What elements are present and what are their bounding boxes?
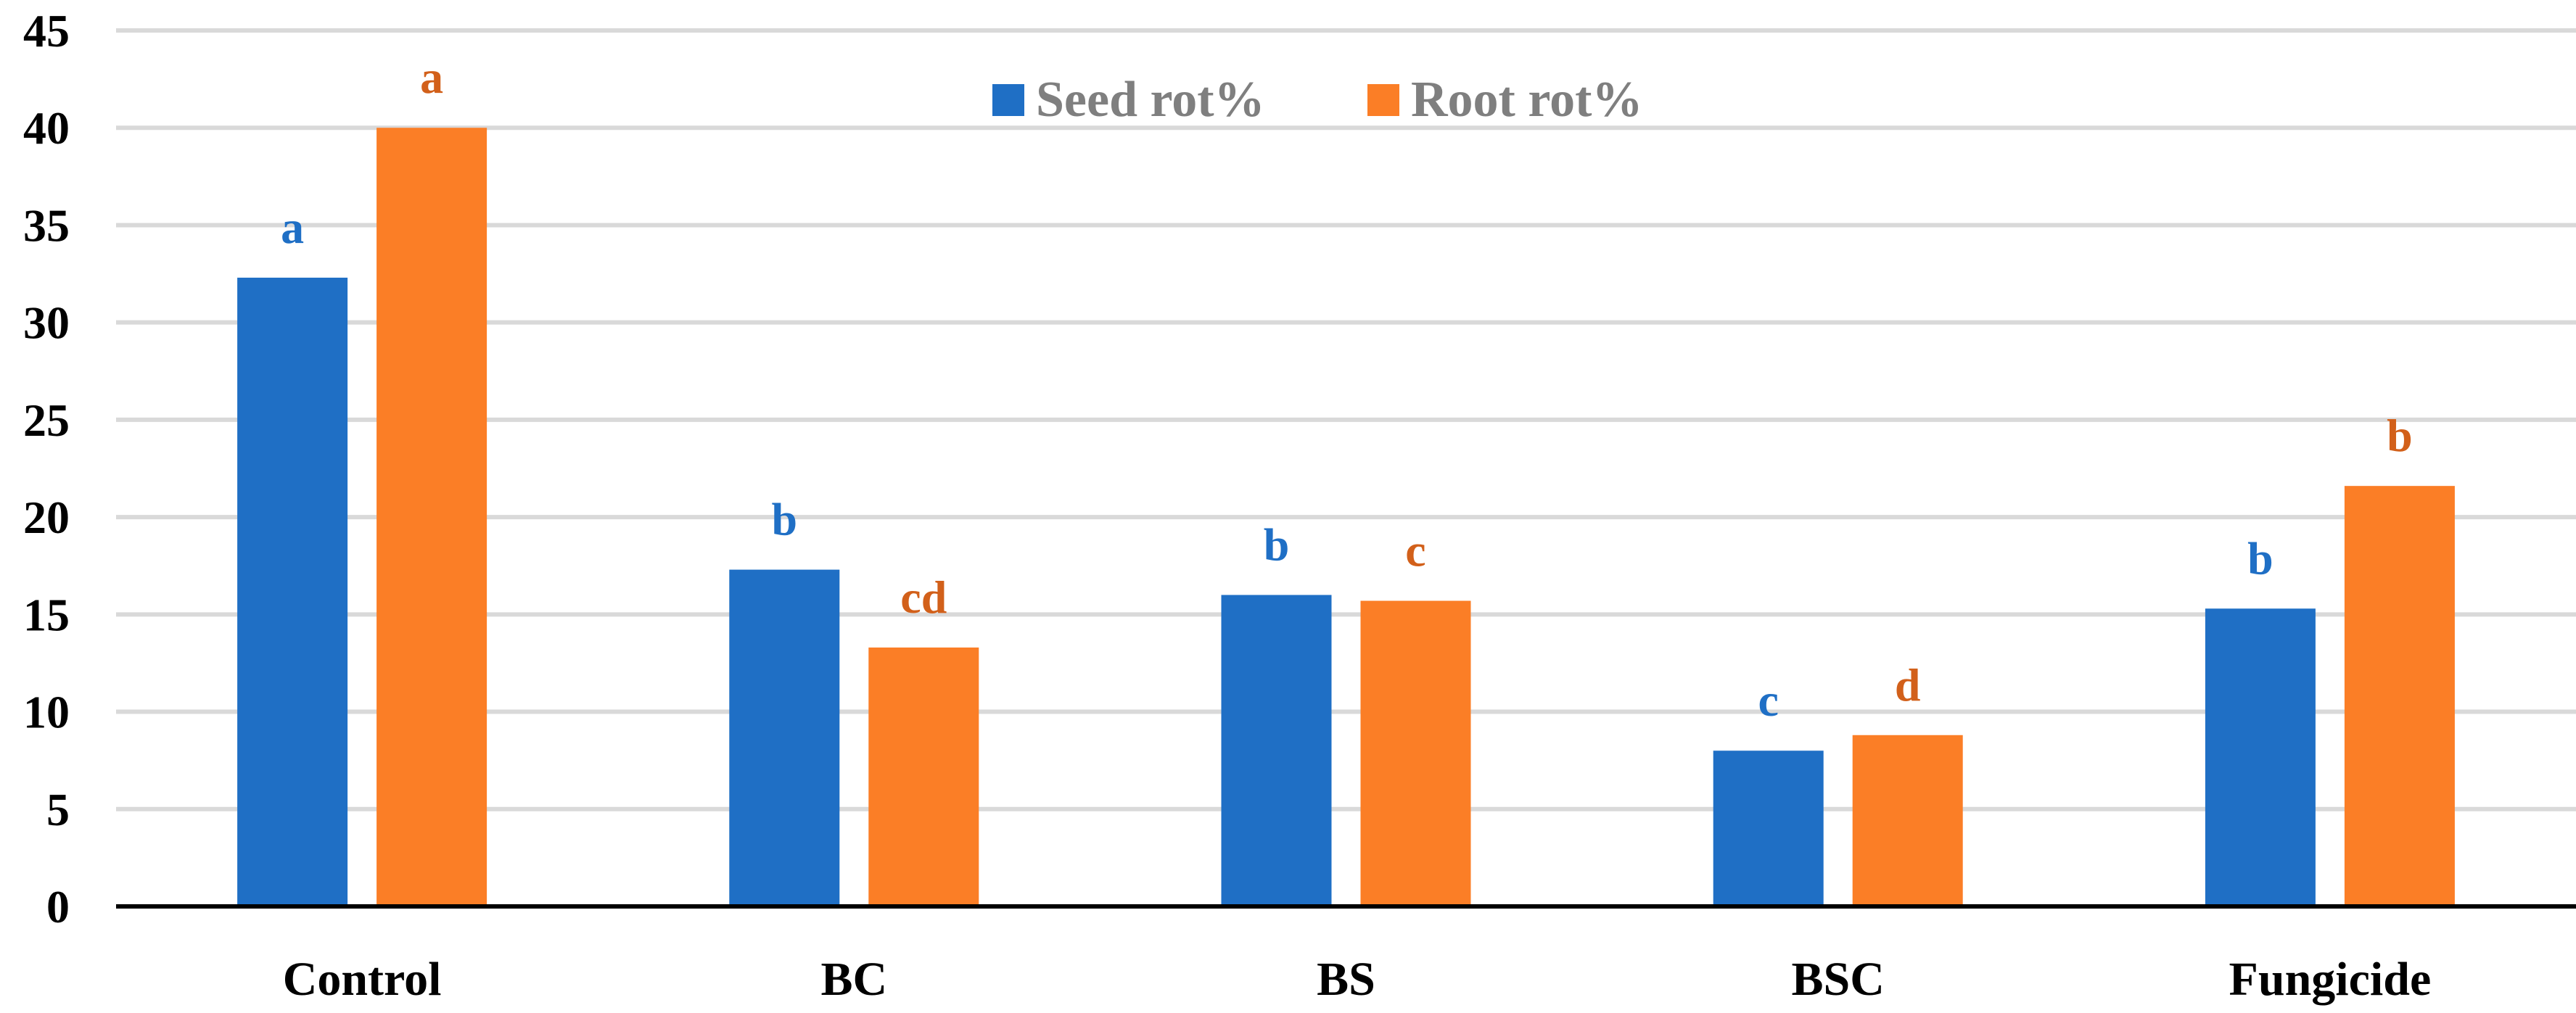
significance-label: c [1758,674,1778,726]
category-label: Fungicide [2229,953,2432,1006]
significance-label: cd [900,571,947,623]
y-tick-label: 5 [46,784,70,835]
significance-label: a [420,51,443,103]
legend-label: Root rot% [1411,72,1642,128]
significance-label: b [2387,410,2413,461]
significance-label: b [1264,518,1290,570]
bar-root-rot-bc [868,647,979,906]
bar-seed-rot-bc [729,569,840,906]
y-tick-label: 10 [23,687,70,738]
bar-seed-rot-bsc [1713,751,1824,906]
y-axis-ticks: 0 5 10 15 20 25 30 35 40 45 [23,5,70,933]
significance-label: a [281,202,304,253]
y-tick-label: 20 [23,492,70,543]
y-tick-label: 0 [46,881,70,933]
legend-swatch [992,84,1024,116]
significance-label: d [1895,659,1921,711]
y-tick-label: 40 [23,102,70,154]
y-tick-label: 25 [23,394,70,446]
category-label: BS [1317,953,1375,1006]
y-tick-label: 15 [23,589,70,640]
significance-label: b [772,494,798,545]
category-label: Control [283,953,442,1006]
gridlines [116,28,2576,811]
bar-seed-rot-control [237,277,348,906]
legend-label: Seed rot% [1036,72,1265,128]
legend-swatch [1367,84,1399,116]
category-label: BC [820,953,887,1006]
legend: Seed rot% Root rot% [992,72,1642,128]
bar-seed-rot-bs [1221,595,1332,906]
y-tick-label: 35 [23,199,70,251]
bar-root-rot-control [376,128,487,907]
bars [237,128,2455,907]
category-labels: Control BC BS BSC Fungicide [283,953,2432,1006]
y-tick-label: 45 [23,5,70,57]
y-tick-label: 30 [23,297,70,349]
bar-root-rot-bsc [1852,735,1963,906]
significance-label: b [2247,532,2273,584]
category-label: BSC [1792,953,1885,1006]
bar-root-rot-fungicide [2344,486,2455,906]
bar-root-rot-bs [1360,600,1471,906]
significance-label: c [1405,525,1425,576]
bar-seed-rot-fungicide [2205,608,2316,906]
